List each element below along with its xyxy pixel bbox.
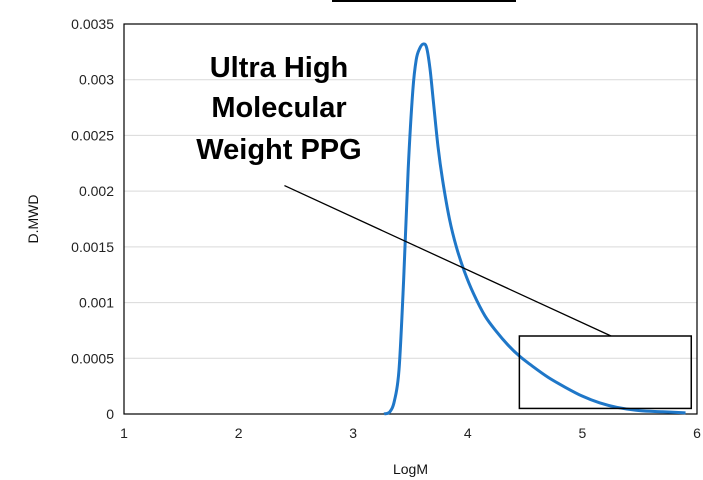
y-tick-label: 0 (106, 406, 114, 422)
x-axis-label: LogM (393, 461, 428, 477)
y-tick-label: 0.0035 (71, 16, 114, 32)
plot-area (123, 23, 698, 415)
y-axis-label: D.MWD (25, 195, 41, 244)
x-tick-label: 6 (693, 425, 701, 441)
x-tick-label: 3 (349, 425, 357, 441)
y-tick-label: 0.0025 (71, 127, 114, 143)
y-tick-labels: 0 0.0005 0.001 0.0015 0.002 0.0025 0.003 0.0035 (71, 16, 114, 422)
x-tick-label: 4 (464, 425, 472, 441)
annotation-box (518, 335, 693, 410)
x-tick-label: 2 (235, 425, 243, 441)
y-tick-label: 0.003 (79, 72, 114, 88)
annotation-line: Molecular (211, 92, 346, 124)
y-tick-label: 0.0015 (71, 239, 114, 255)
y-tick-label: 0.0005 (71, 350, 114, 366)
x-tick-label: 5 (579, 425, 587, 441)
annotation-line: Ultra High (210, 52, 349, 84)
annotation-line: Weight PPG (196, 134, 361, 166)
y-tick-label: 0.001 (79, 295, 114, 311)
annotation-text: Ultra High Molecular Weight PPG (196, 52, 361, 166)
top-bar (332, 0, 516, 2)
annotation-leader-line (284, 184, 612, 337)
y-tick-label: 0.002 (79, 183, 114, 199)
x-tick-labels: 1 2 3 4 5 6 (120, 425, 701, 441)
x-tick-label: 1 (120, 425, 128, 441)
series-line (383, 42, 686, 416)
